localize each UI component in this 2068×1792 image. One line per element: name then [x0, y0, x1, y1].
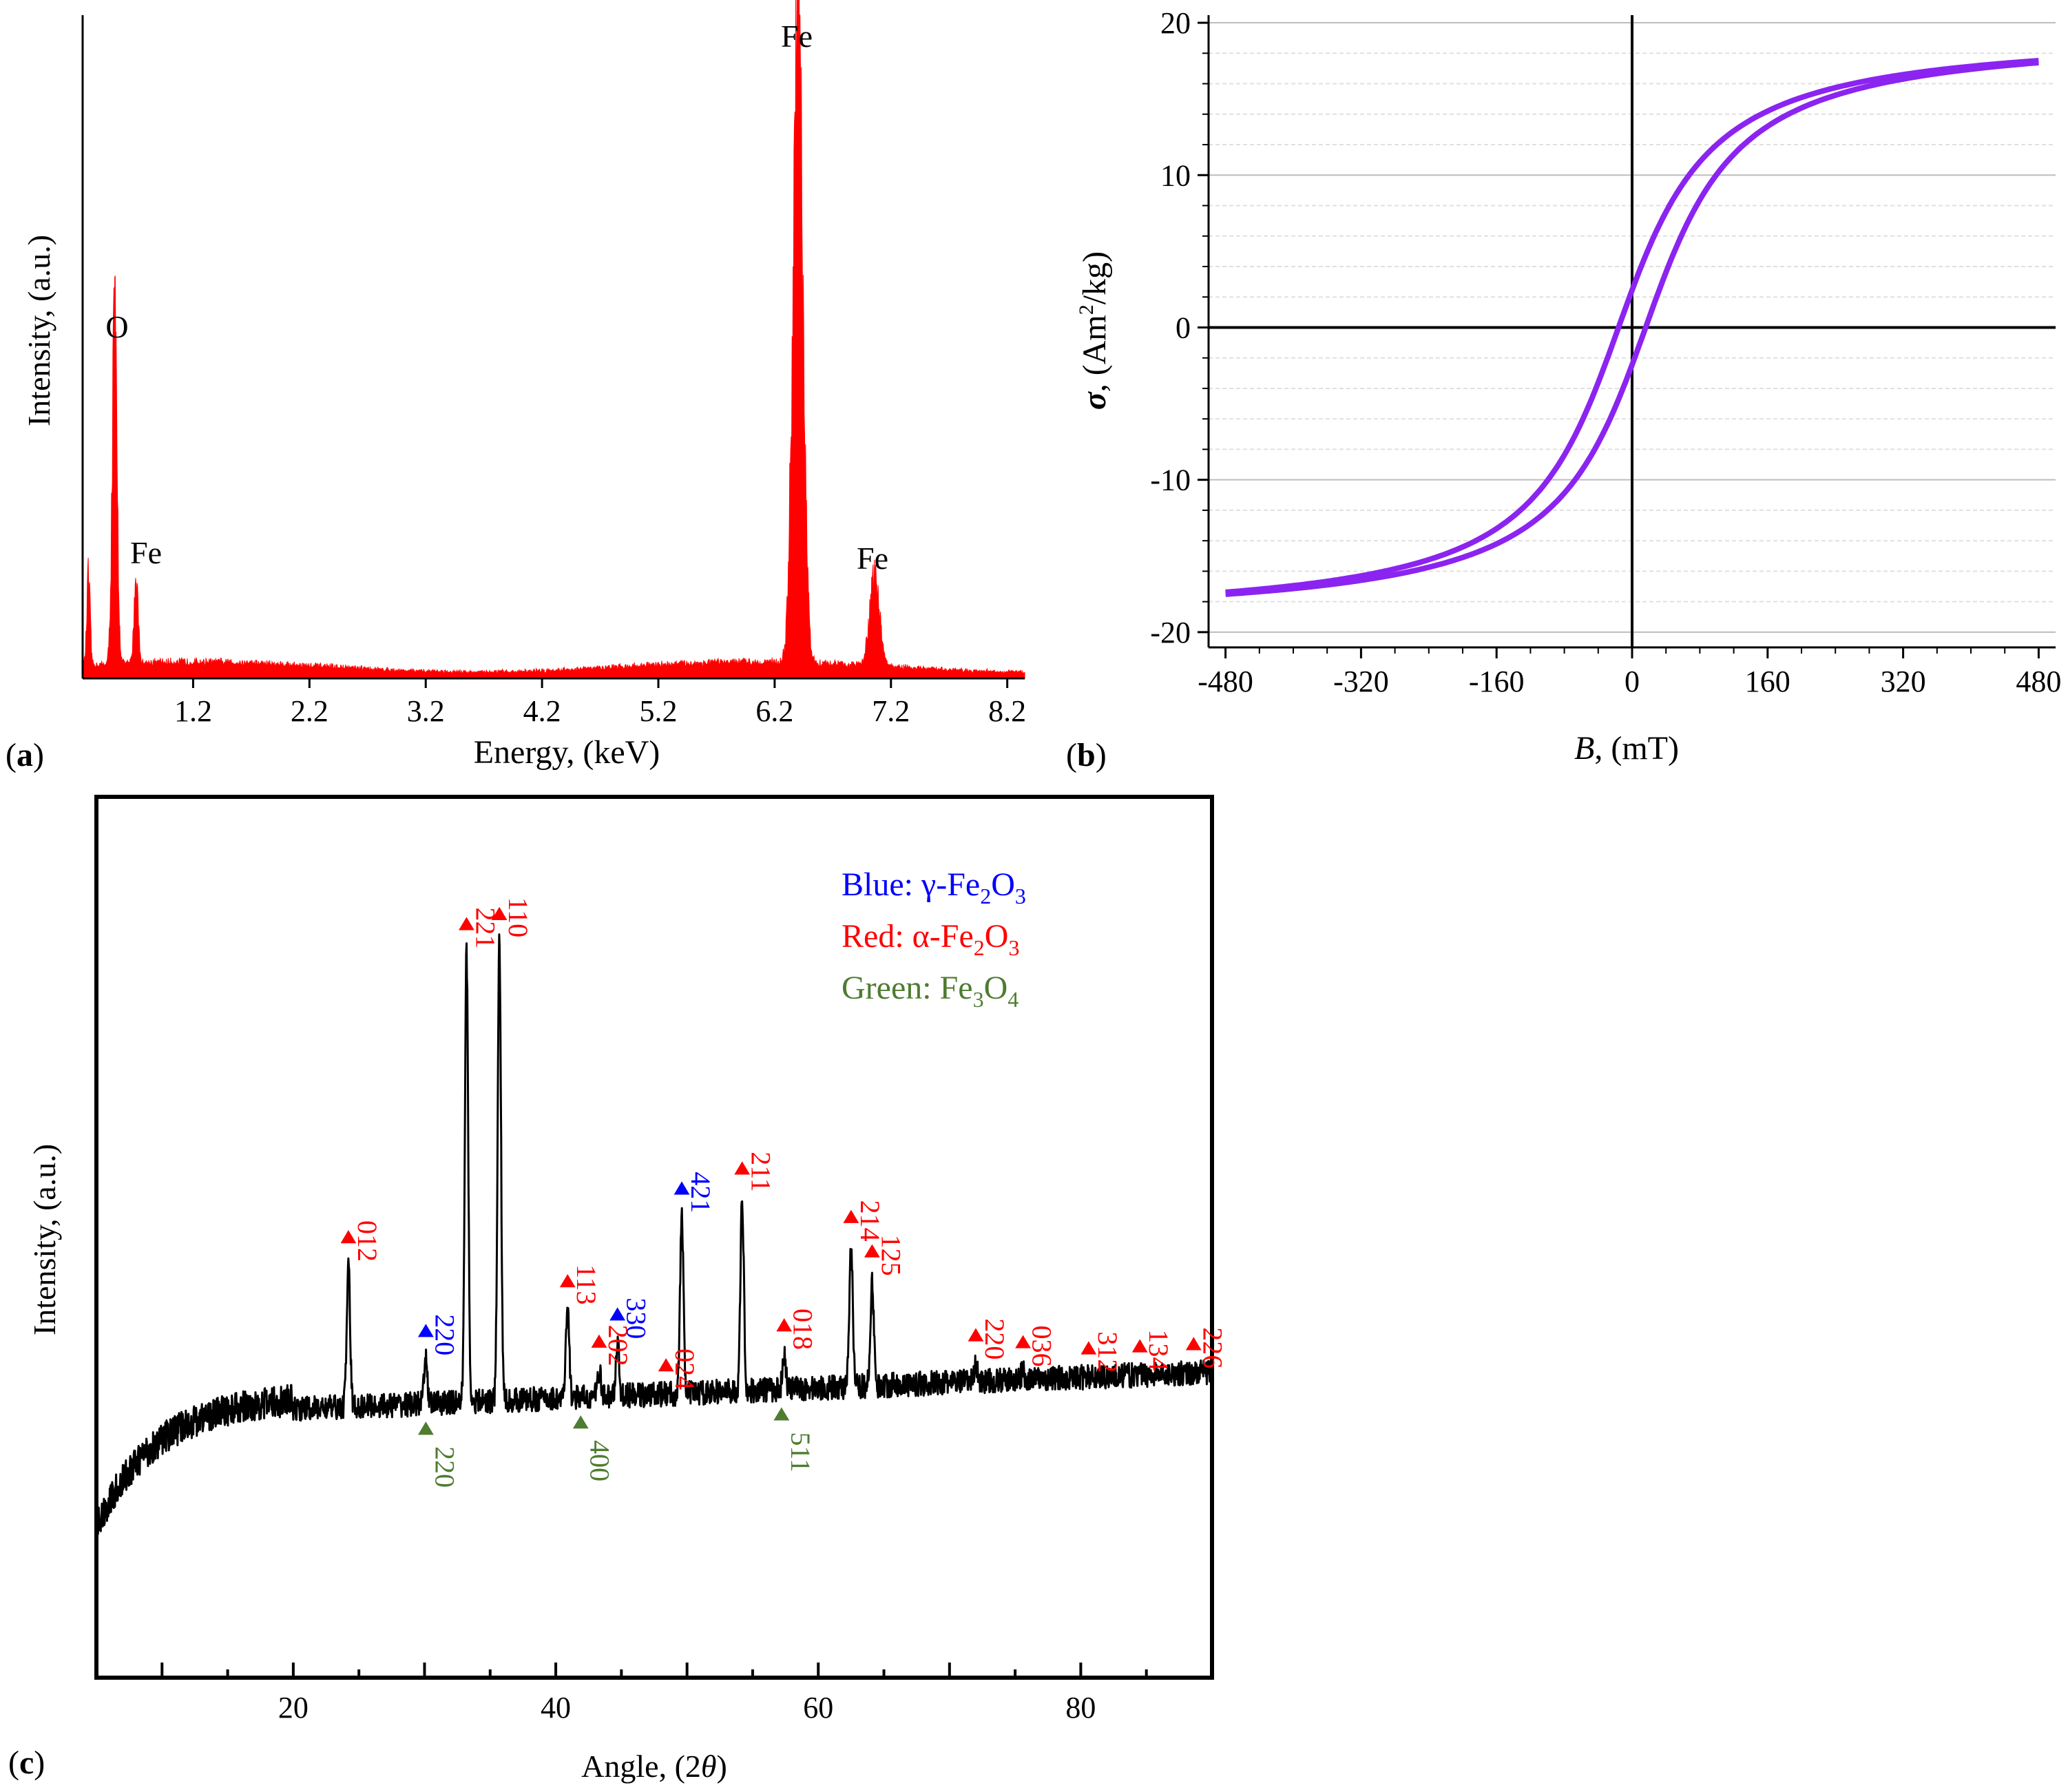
peak-marker-312 [1080, 1341, 1097, 1355]
panel-c-x-tick-label: 60 [803, 1691, 833, 1725]
panel-a-x-tick-label: 3.2 [407, 694, 445, 728]
eds-spectrum-area [82, 0, 1025, 679]
peak-marker-221 [459, 917, 474, 930]
peak-marker-202 [591, 1334, 607, 1348]
panel-b-y-tick-label: 20 [1160, 6, 1191, 40]
hysteresis-loop [1225, 58, 2039, 597]
panel-a-annotation-o: O [105, 309, 128, 344]
peak-label-421: 421 [685, 1171, 716, 1213]
peak-marker-220 [417, 1324, 434, 1337]
peak-label-220: 220 [429, 1314, 460, 1355]
panel-b-label: (b) [1066, 737, 1107, 773]
panel-b-y-label: σ, (Am2/kg) [1075, 251, 1113, 410]
peak-marker-330 [609, 1307, 626, 1321]
peak-label-330: 330 [621, 1298, 652, 1339]
panel-b-x-label: B, (mT) [1574, 730, 1679, 767]
panel-a-x-tick-label: 5.2 [640, 694, 678, 728]
peak-marker-220 [968, 1328, 984, 1342]
peak-label-312: 312 [1092, 1331, 1123, 1373]
peak-marker-036 [1015, 1335, 1031, 1348]
peak-label-202: 202 [603, 1325, 634, 1366]
panel-a-x-tick-label: 2.2 [291, 694, 328, 728]
peak-label-226: 226 [1197, 1327, 1228, 1368]
panel-c-x-label: Angle, (2θ) [581, 1749, 727, 1784]
xrd-pattern-line [95, 933, 1213, 1539]
panel-a-x-tick-label: 6.2 [755, 694, 793, 728]
panel-b-x-tick-label: 480 [2016, 665, 2061, 698]
fe3o4-label-220: 220 [429, 1446, 460, 1488]
fe3o4-marker-220 [417, 1421, 434, 1435]
legend-entry-fe3o4: Green: Fe3O4 [842, 970, 1019, 1012]
panel-a-annotation-fe-2: Fe [781, 19, 813, 54]
legend-entry-gamma: Blue: γ-Fe2O3 [842, 866, 1026, 908]
peak-marker-110 [491, 906, 508, 920]
panel-b-y-tick-label: -20 [1150, 616, 1191, 649]
peak-label-024: 024 [669, 1348, 700, 1390]
legend-entry-alpha: Red: α-Fe2O3 [842, 918, 1019, 960]
peak-marker-226 [1185, 1337, 1202, 1351]
peak-marker-018 [776, 1318, 793, 1332]
peak-marker-214 [843, 1209, 859, 1223]
peak-label-012: 012 [352, 1220, 383, 1262]
peak-label-220: 220 [979, 1318, 1010, 1359]
panel-b-x-tick-label: 160 [1745, 665, 1790, 698]
panel-b-x-tick-label: -160 [1469, 665, 1525, 698]
peak-label-214: 214 [855, 1200, 886, 1242]
peak-label-211: 211 [746, 1152, 777, 1192]
panel-b-x-tick-label: 320 [1881, 665, 1926, 698]
panel-b-x-tick-label: 0 [1625, 665, 1640, 698]
panel-a-annotation-fe-3: Fe [857, 541, 888, 576]
panel-c-label: (c) [8, 1744, 45, 1781]
peak-marker-024 [658, 1358, 674, 1372]
fe3o4-marker-511 [773, 1407, 790, 1421]
peak-label-110: 110 [503, 897, 534, 938]
panel-c-x-tick-label: 20 [278, 1691, 309, 1725]
peak-label-018: 018 [788, 1309, 819, 1350]
peak-marker-125 [864, 1244, 880, 1258]
panel-a-x-tick-label: 1.2 [174, 694, 212, 728]
panel-a-eds-chart: 1.2 2.2 3.2 4.2 5.2 6.2 7.2 8.2 O Fe Fe Fe Inte… [6, 0, 1026, 773]
fe3o4-label-511: 511 [785, 1432, 816, 1472]
panel-c-x-tick-label: 80 [1065, 1691, 1096, 1725]
panel-b-y-tick-label: 0 [1176, 311, 1191, 344]
peak-label-036: 036 [1027, 1325, 1058, 1366]
panel-b-y-tick-label: 10 [1160, 158, 1191, 192]
peak-marker-421 [673, 1181, 690, 1195]
panel-c-y-label: Intensity, (a.u.) [27, 1144, 62, 1335]
panel-c-legend: Blue: γ-Fe2O3 Red: α-Fe2O3 Green: Fe3O4 [842, 866, 1026, 1012]
panel-a-x-tick-label: 7.2 [872, 694, 910, 728]
panel-a-label: (a) [6, 737, 44, 773]
panel-b-y-tick-label: -10 [1150, 463, 1191, 497]
panel-a-annotation-fe-1: Fe [130, 535, 162, 570]
peak-marker-012 [340, 1230, 357, 1244]
peak-label-134: 134 [1143, 1329, 1174, 1371]
panel-a-x-label: Energy, (keV) [474, 734, 660, 771]
panel-c-frame [94, 795, 1214, 1680]
panel-a-x-tick-label: 8.2 [988, 694, 1026, 728]
peak-label-113: 113 [571, 1264, 602, 1305]
peak-label-125: 125 [875, 1235, 906, 1276]
fe3o4-marker-400 [572, 1415, 589, 1429]
panel-b-hysteresis-chart: -480 -320 -160 0 160 320 480 20 10 0 -10 -20 B, (mT… [1066, 6, 2061, 773]
peak-marker-211 [734, 1161, 751, 1175]
peak-marker-113 [559, 1273, 576, 1288]
panel-b-x-tick-label: -480 [1198, 665, 1253, 698]
panel-a-y-label: Intensity, (a.u.) [21, 235, 56, 426]
peak-marker-134 [1131, 1339, 1148, 1353]
panel-b-x-tick-label: -320 [1333, 665, 1389, 698]
panel-a-x-tick-label: 4.2 [523, 694, 561, 728]
panel-c-x-tick-label: 40 [541, 1691, 571, 1725]
fe3o4-label-400: 400 [584, 1440, 615, 1481]
